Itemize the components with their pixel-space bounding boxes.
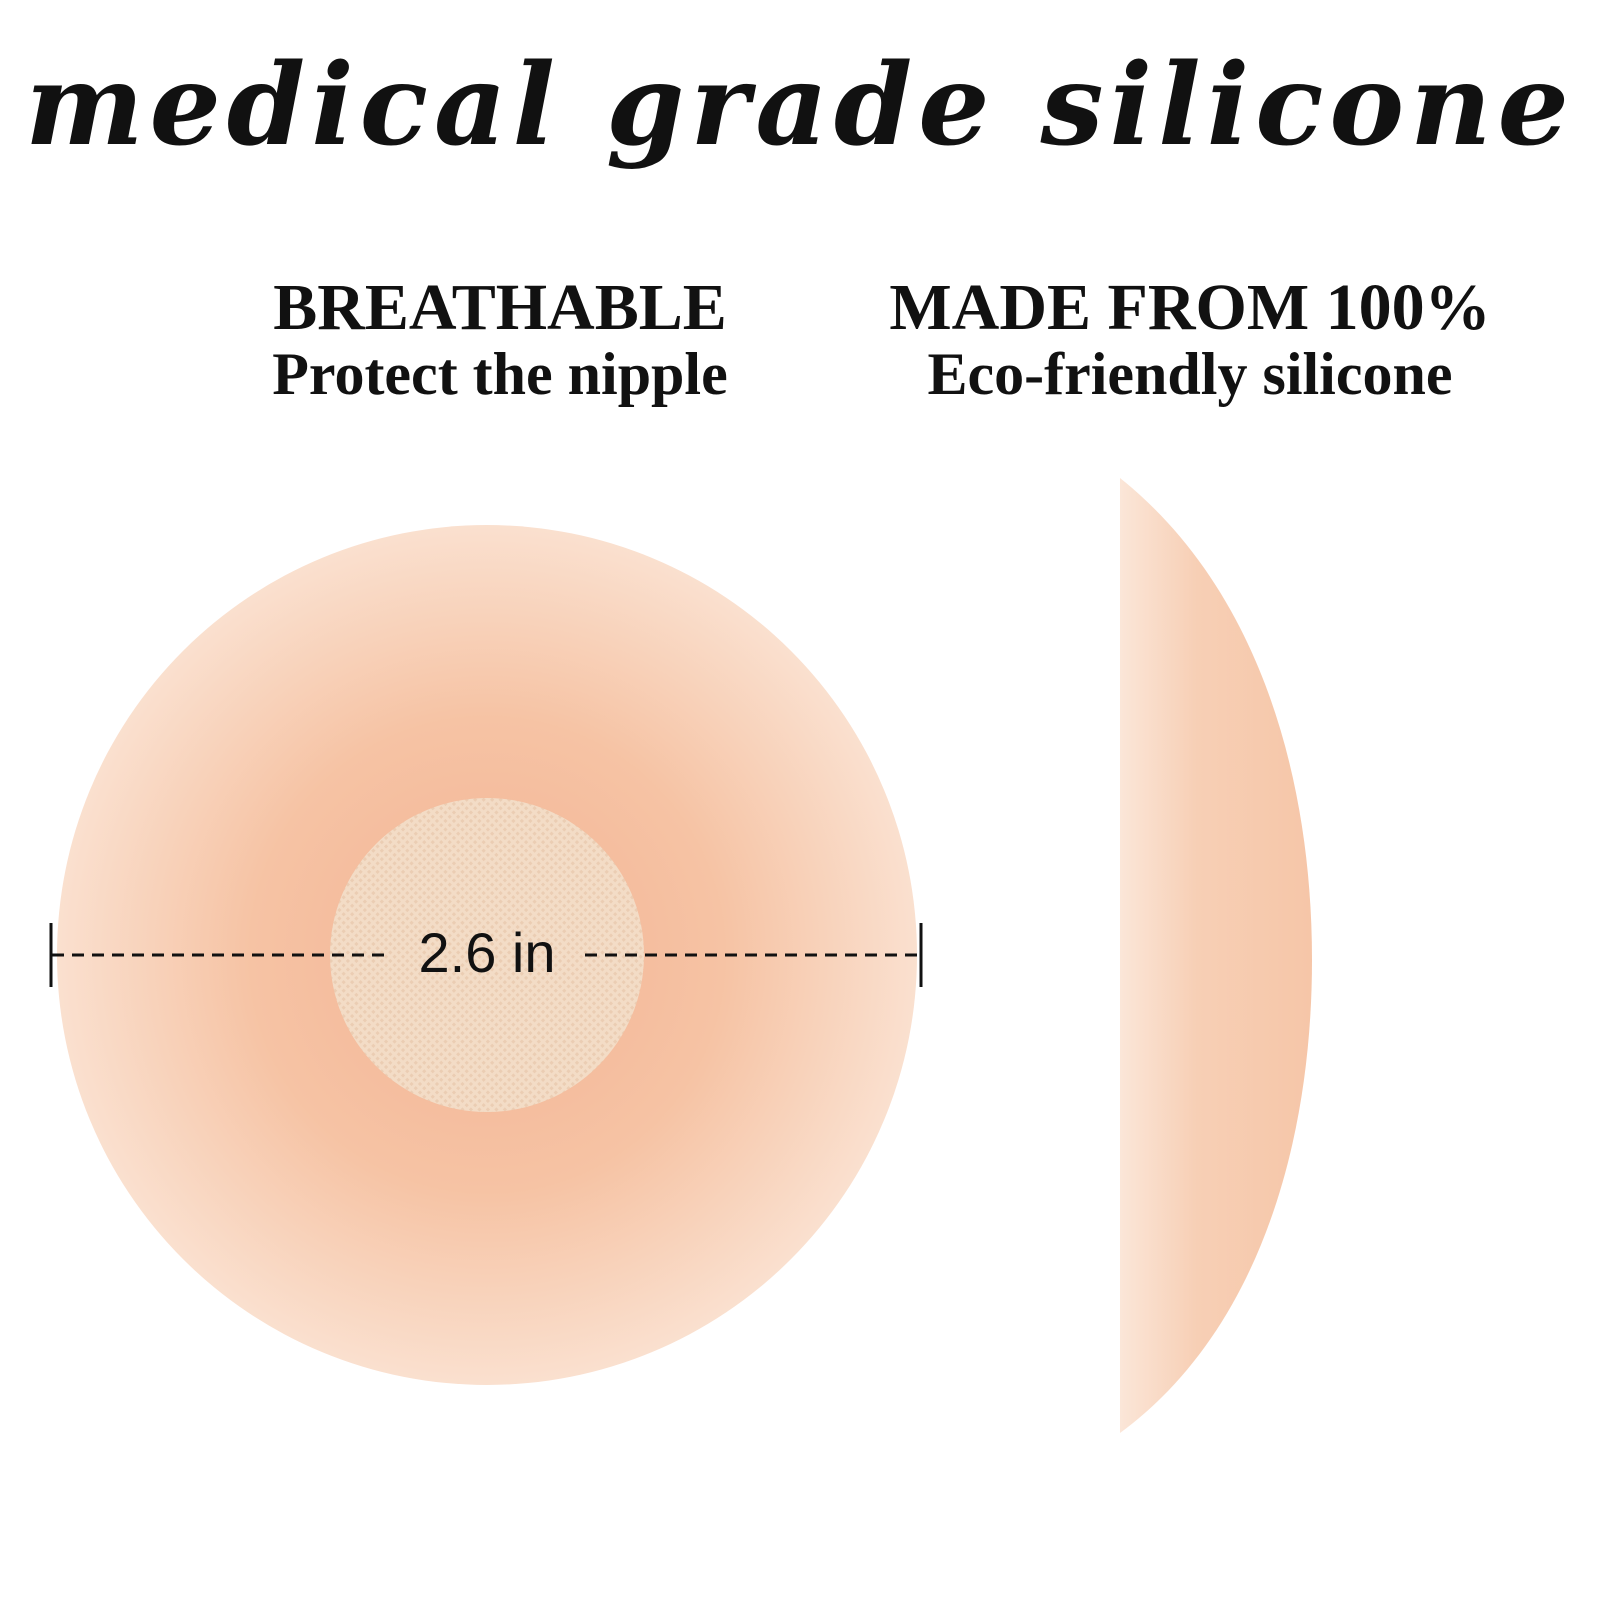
feature-material: MADE FROM 100% Eco-friendly silicone	[880, 271, 1500, 408]
dimension-label: 2.6 in	[418, 921, 556, 984]
page-title: medical grade silicone	[25, 40, 1575, 171]
feature-subtext: Protect the nipple	[272, 341, 728, 407]
feature-breathable: BREATHABLE Protect the nipple	[200, 271, 800, 408]
feature-heading: MADE FROM 100%	[889, 271, 1491, 344]
feature-heading: BREATHABLE	[273, 271, 727, 344]
nipple-cover-side	[1120, 478, 1312, 1433]
breathable-fabric-center	[330, 798, 644, 1112]
feature-subtext: Eco-friendly silicone	[927, 341, 1453, 407]
